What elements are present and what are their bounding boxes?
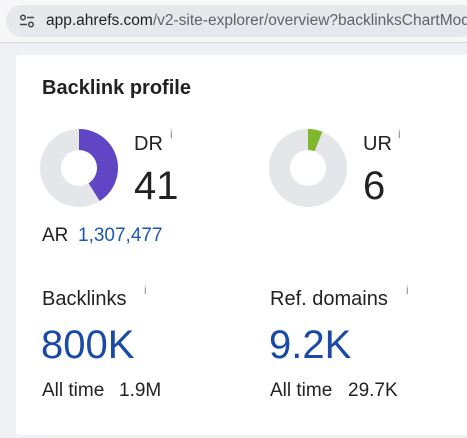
backlinks-label: Backlinks	[42, 288, 127, 310]
dr-ring-fill	[40, 129, 118, 207]
backlinks-info-icon[interactable]: i	[144, 283, 147, 297]
ref-domains-value[interactable]: 9.2K	[269, 323, 352, 367]
ur-value: 6	[363, 164, 386, 208]
ref-domains-info-icon[interactable]: i	[406, 283, 409, 297]
dr-value: 41	[134, 164, 179, 208]
ur-info-icon[interactable]: i	[398, 127, 401, 141]
backlink-profile-card: Backlink profile DR i 41 UR i 6 AR 1,307…	[16, 55, 467, 435]
ur-donut-chart	[269, 129, 347, 207]
url-field[interactable]: app.ahrefs.com/v2-site-explorer/overview…	[6, 5, 467, 37]
url-path: /v2-site-explorer/overview?backlinksChar…	[152, 12, 467, 29]
ur-ring-fill	[269, 129, 347, 207]
url-host: app.ahrefs.com	[46, 12, 153, 29]
dr-donut-chart	[40, 129, 118, 207]
site-settings-icon[interactable]	[19, 14, 35, 28]
dr-label: DR	[134, 133, 163, 155]
backlinks-all-time-label: All time	[42, 380, 105, 401]
ref-domains-all-time-value: 29.7K	[348, 380, 398, 401]
url-text[interactable]: app.ahrefs.com/v2-site-explorer/overview…	[46, 12, 467, 30]
backlinks-all-time-value: 1.9M	[119, 380, 162, 401]
ur-label: UR	[363, 133, 392, 155]
backlinks-value[interactable]: 800K	[41, 323, 135, 367]
dr-info-icon[interactable]: i	[170, 127, 173, 141]
browser-address-bar: app.ahrefs.com/v2-site-explorer/overview…	[0, 0, 467, 43]
card-title: Backlink profile	[42, 77, 191, 99]
ar-label: AR	[42, 225, 69, 246]
ar-value[interactable]: 1,307,477	[78, 225, 163, 246]
ref-domains-all-time-label: All time	[270, 380, 333, 401]
ref-domains-label: Ref. domains	[270, 288, 388, 310]
